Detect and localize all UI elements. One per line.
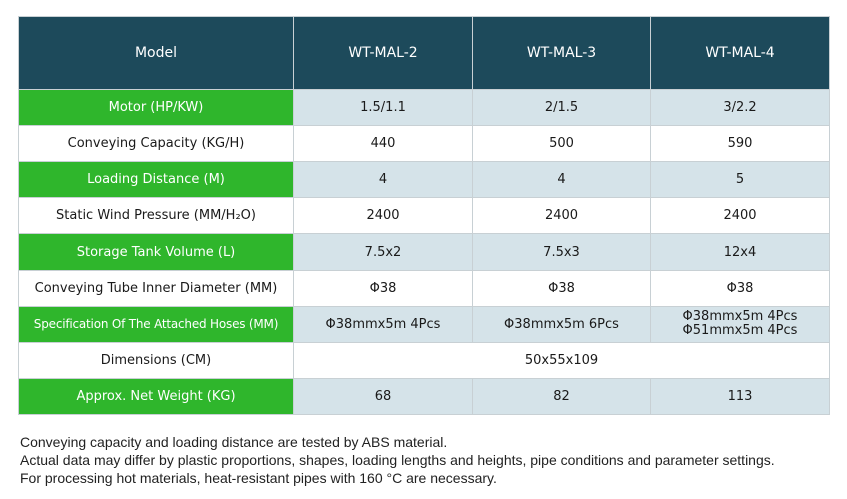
row-label: Conveying Capacity (KG/H) — [18, 125, 294, 163]
cell-value: Φ38 — [293, 269, 473, 307]
cell-value: 12x4 — [650, 233, 830, 271]
cell-line: Φ38mmx5m 4Pcs — [682, 309, 798, 325]
row-loading-distance: Loading Distance (M) 4 4 5 — [18, 161, 830, 199]
footnote-line: Conveying capacity and loading distance … — [20, 434, 448, 450]
row-conveying-capacity: Conveying Capacity (KG/H) 440 500 590 — [18, 125, 830, 163]
cell-value: 113 — [650, 377, 830, 416]
cell-value: 590 — [650, 125, 830, 163]
header-wt-mal-4: WT-MAL-4 — [650, 15, 830, 91]
cell-value-merged: 50x55x109 — [293, 341, 830, 379]
footnote-line: For processing hot materials, heat-resis… — [20, 470, 497, 486]
header-wt-mal-3: WT-MAL-3 — [472, 15, 651, 91]
cell-value: 5 — [650, 161, 830, 199]
row-storage-tank-volume: Storage Tank Volume (L) 7.5x2 7.5x3 12x4 — [18, 233, 830, 271]
cell-line: Φ51mmx5m 4Pcs — [682, 323, 798, 339]
cell-value: Φ38mmx5m 4Pcs — [293, 305, 473, 343]
cell-value: 7.5x2 — [293, 233, 473, 271]
row-label: Motor (HP/KW) — [18, 89, 294, 127]
row-label: Specification Of The Attached Hoses (MM) — [18, 305, 294, 343]
cell-value: 2400 — [293, 197, 473, 235]
row-attached-hoses: Specification Of The Attached Hoses (MM)… — [18, 305, 830, 343]
row-static-wind-pressure: Static Wind Pressure (MM/H₂O) 2400 2400 … — [18, 197, 830, 235]
cell-value: 82 — [472, 377, 651, 416]
cell-value: 4 — [293, 161, 473, 199]
cell-value: 2400 — [472, 197, 651, 235]
cell-value: Φ38 — [650, 269, 830, 307]
cell-value: 440 — [293, 125, 473, 163]
row-label: Dimensions (CM) — [18, 341, 294, 379]
row-tube-inner-diameter: Conveying Tube Inner Diameter (MM) Φ38 Φ… — [18, 269, 830, 307]
cell-value: 2400 — [650, 197, 830, 235]
cell-value: 3/2.2 — [650, 89, 830, 127]
cell-value: Φ38 — [472, 269, 651, 307]
row-dimensions: Dimensions (CM) 50x55x109 — [18, 341, 830, 379]
header-model: Model — [18, 15, 294, 91]
footnote-line: Actual data may differ by plastic propor… — [20, 452, 775, 468]
cell-value: 500 — [472, 125, 651, 163]
row-net-weight: Approx. Net Weight (KG) 68 82 113 — [18, 377, 830, 416]
cell-value-multiline: Φ38mmx5m 4Pcs Φ51mmx5m 4Pcs — [650, 305, 830, 343]
row-label: Static Wind Pressure (MM/H₂O) — [18, 197, 294, 235]
row-label: Storage Tank Volume (L) — [18, 233, 294, 271]
cell-value: 4 — [472, 161, 651, 199]
header-wt-mal-2: WT-MAL-2 — [293, 15, 473, 91]
row-label: Loading Distance (M) — [18, 161, 294, 199]
header-row: Model WT-MAL-2 WT-MAL-3 WT-MAL-4 — [18, 15, 830, 91]
row-label: Approx. Net Weight (KG) — [18, 377, 294, 416]
cell-value: 2/1.5 — [472, 89, 651, 127]
row-motor: Motor (HP/KW) 1.5/1.1 2/1.5 3/2.2 — [18, 89, 830, 127]
row-label: Conveying Tube Inner Diameter (MM) — [18, 269, 294, 307]
footnotes: Conveying capacity and loading distance … — [20, 433, 840, 487]
cell-value: 68 — [293, 377, 473, 416]
cell-value: Φ38mmx5m 6Pcs — [472, 305, 651, 343]
cell-value: 7.5x3 — [472, 233, 651, 271]
cell-value: 1.5/1.1 — [293, 89, 473, 127]
spec-table: Model WT-MAL-2 WT-MAL-3 WT-MAL-4 Motor (… — [18, 15, 830, 416]
